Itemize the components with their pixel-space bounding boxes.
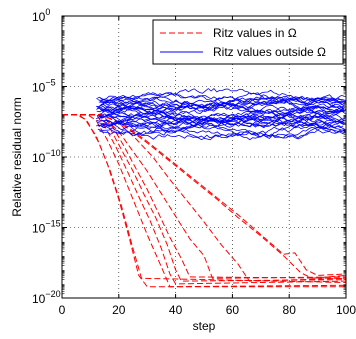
series-outside-omega-curve xyxy=(100,92,345,108)
y-tick-label: 10−5 xyxy=(32,78,56,95)
series-in-omega-curve xyxy=(62,114,347,288)
grid xyxy=(62,16,346,298)
series-outside-omega-curve xyxy=(99,94,345,112)
legend-label: Ritz values in Ω xyxy=(213,26,297,40)
series-in-omega-curve xyxy=(62,114,347,279)
legend-box xyxy=(152,19,344,65)
series-outside-omega-curve xyxy=(101,112,346,136)
series-in-omega-curve xyxy=(62,114,347,276)
series-outside-omega-curve xyxy=(96,120,344,140)
y-tick-label: 100 xyxy=(32,7,50,24)
series-in-omega-curve xyxy=(62,114,347,283)
series-outside-omega-curve xyxy=(99,126,344,141)
x-tick-label: 60 xyxy=(226,303,240,317)
x-tick-label: 80 xyxy=(283,303,297,317)
legend: Ritz values in Ω Ritz values outside Ω xyxy=(152,19,344,65)
series-outside-omega-curve xyxy=(96,102,345,117)
series-outside-omega-curve xyxy=(96,96,344,110)
x-tick-label: 40 xyxy=(169,303,183,317)
series-outside-omega-curve xyxy=(98,106,344,122)
series-in-omega-curve xyxy=(62,114,347,279)
series-in-omega-curve xyxy=(62,114,347,279)
series-outside-omega-curve xyxy=(101,103,346,123)
x-tick-label: 0 xyxy=(59,303,66,317)
legend-label: Ritz values outside Ω xyxy=(213,45,326,59)
series-in-omega-curve xyxy=(62,114,347,282)
series-in-omega-curve xyxy=(62,114,346,288)
series-outside-omega-curve xyxy=(96,96,345,114)
series-in-omega-curve xyxy=(62,114,347,282)
series-outside-omega-curve xyxy=(98,118,346,139)
x-tick-label: 100 xyxy=(336,303,356,317)
y-tick-label: 10−15 xyxy=(32,219,61,236)
series-outside-omega-curve xyxy=(100,107,346,125)
series-in-omega-curve xyxy=(62,114,347,285)
series-outside-omega-curve xyxy=(99,114,345,127)
series-layer xyxy=(62,88,347,288)
y-tick-label: 10−20 xyxy=(32,289,61,306)
y-axis-label: Relative residual norm xyxy=(10,97,24,216)
y-tick-label: 10−10 xyxy=(32,148,61,165)
series-outside-omega-curve xyxy=(95,110,344,129)
series-outside-omega-curve xyxy=(97,103,346,122)
series-outside-omega-curve xyxy=(97,123,346,137)
x-axis-label: step xyxy=(193,319,216,333)
axes: 0 20 40 60 80 100 100 10−5 10−10 10−15 10−20 step Re… xyxy=(10,7,356,333)
x-tick-label: 20 xyxy=(112,303,126,317)
series-outside-omega-curve xyxy=(96,113,345,128)
